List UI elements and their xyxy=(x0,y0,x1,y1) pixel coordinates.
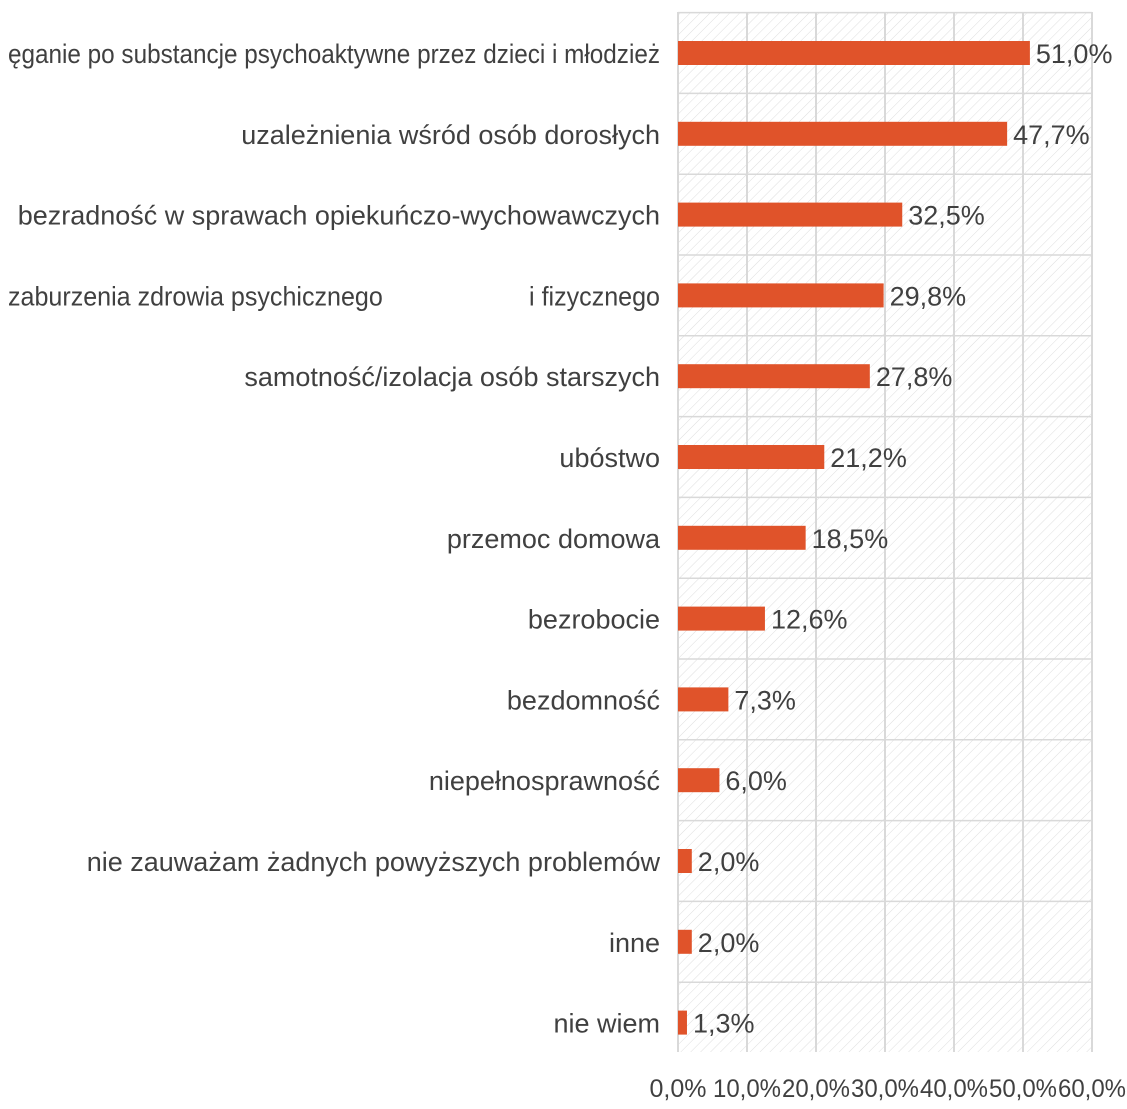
category-label: bezrobocie xyxy=(528,605,660,635)
x-tick-label: 60,0% xyxy=(1058,1075,1126,1103)
bar xyxy=(678,283,884,308)
category-label: bezradność w sprawach opiekuńczo-wychowa… xyxy=(18,201,660,231)
bar xyxy=(678,849,692,873)
x-tick-label: 50,0% xyxy=(989,1075,1057,1103)
category-label: ubóstwo xyxy=(559,443,660,473)
bar xyxy=(678,202,903,227)
data-label: 51,0% xyxy=(1036,39,1113,69)
category-label: niepełnosprawność xyxy=(429,766,660,796)
bar xyxy=(678,364,870,389)
data-label: 21,2% xyxy=(830,443,907,473)
data-label: 32,5% xyxy=(908,201,985,231)
data-label: 27,8% xyxy=(876,362,953,392)
bar xyxy=(678,1010,687,1035)
data-label: 18,5% xyxy=(812,524,889,554)
data-label: 2,0% xyxy=(698,847,760,877)
bar xyxy=(678,121,1008,146)
category-label: uzależnienia wśród osób dorosłych xyxy=(241,120,660,150)
data-label: 1,3% xyxy=(693,1009,755,1039)
data-labels: 51,0% 47,7% 32,5% 29,8% 27,8% 21,2% 18,5% 12,6%… xyxy=(693,39,1112,1039)
data-label: 12,6% xyxy=(771,605,848,635)
bar xyxy=(678,525,806,550)
data-label: 6,0% xyxy=(725,766,787,796)
bar xyxy=(678,41,1030,65)
category-label: samotność/izolacja osób starszych xyxy=(244,362,660,392)
category-label: zaburzenia zdrowia psychicznego i fizycz… xyxy=(8,281,660,311)
bar xyxy=(678,687,729,712)
bar xyxy=(678,768,720,793)
category-label: nie wiem xyxy=(553,1009,660,1039)
bar xyxy=(678,445,825,469)
x-tick-label: 40,0% xyxy=(920,1075,988,1103)
x-tick-label: 10,0% xyxy=(713,1075,781,1103)
x-axis-tick-labels: 0,0% 10,0% 20,0% 30,0% 40,0% 50,0% 60,0% xyxy=(650,1075,1126,1103)
x-tick-label: 30,0% xyxy=(851,1075,919,1103)
data-label: 7,3% xyxy=(734,685,796,715)
category-labels: ęganie po substancje psychoaktywne przez… xyxy=(8,39,661,1039)
x-tick-label: 20,0% xyxy=(782,1075,850,1103)
bars xyxy=(678,41,1030,1035)
x-tick-label: 0,0% xyxy=(650,1075,707,1103)
data-label: 47,7% xyxy=(1013,120,1090,150)
category-label: bezdomność xyxy=(507,685,660,715)
bar xyxy=(678,606,765,631)
category-label: przemoc domowa xyxy=(447,524,661,554)
category-label: ęganie po substancje psychoaktywne przez… xyxy=(8,39,660,69)
data-label: 29,8% xyxy=(890,281,967,311)
data-label: 2,0% xyxy=(698,928,760,958)
bar xyxy=(678,929,692,954)
category-label: nie zauważam żadnych powyższych problemó… xyxy=(87,847,661,877)
category-label: inne xyxy=(609,928,660,958)
